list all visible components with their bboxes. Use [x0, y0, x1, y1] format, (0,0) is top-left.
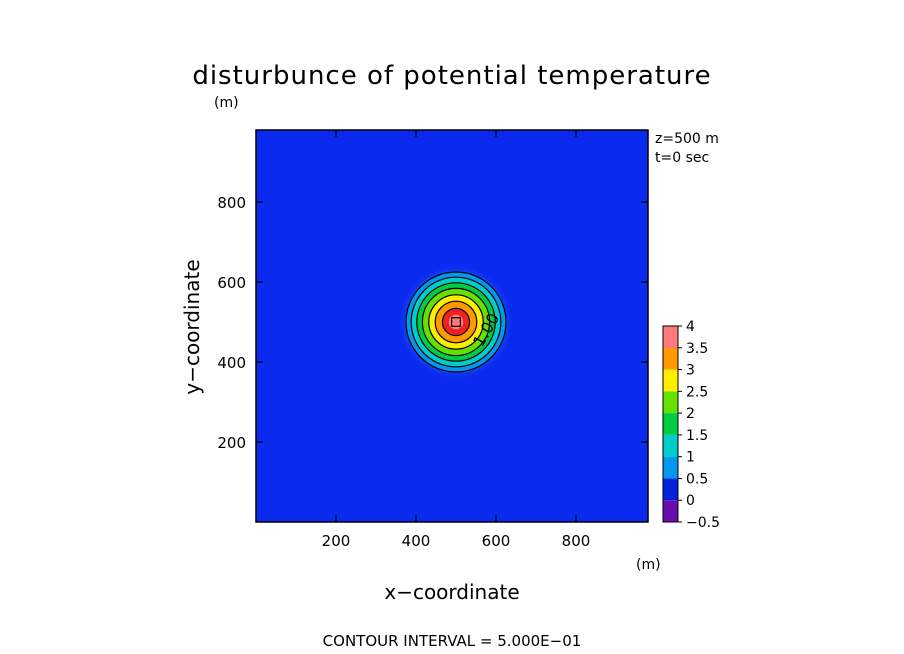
axis-ticks [256, 130, 648, 522]
colorbar-frame [662, 325, 679, 523]
colorbar-swatch [663, 391, 678, 414]
y-tick-label: 400 [217, 354, 246, 372]
x-tick-label: 800 [562, 532, 591, 550]
colorbar-label: 3.5 [686, 341, 708, 357]
contour-3.5 [441, 307, 471, 337]
colorbar-label: 0 [686, 493, 695, 509]
colorbar-swatch [663, 413, 678, 435]
y-tick-label: 600 [217, 274, 246, 292]
annotation-time: t=0 sec [655, 150, 709, 166]
colorbar-swatch [663, 456, 678, 479]
colorbar-swatch-top [663, 326, 678, 348]
contour-2 [421, 287, 491, 357]
band-4 [448, 314, 464, 330]
colorbar-label: 3 [686, 363, 695, 379]
x-tick-labels: 200 400 600 800 [322, 532, 591, 550]
colorbar-labels: 4 3.5 3 2.5 2 1.5 1 0.5 0 −0.5 [686, 319, 720, 531]
y-tick-labels: 200 400 600 800 [217, 194, 246, 452]
colorbar [662, 325, 682, 523]
colorbar-label: 1.5 [686, 428, 708, 444]
y-tick-label: 800 [217, 194, 246, 212]
plot-area: 1.00 [255, 129, 649, 523]
contour-interval-footer: CONTOUR INTERVAL = 5.000E−01 [323, 632, 582, 650]
colorbar-swatch [663, 434, 678, 457]
x-tick-label: 200 [322, 532, 351, 550]
plot-frame [255, 129, 649, 523]
colorbar-swatch [663, 500, 678, 522]
colorbar-label: 1 [686, 450, 695, 466]
contour-2.5 [428, 294, 484, 350]
contour-1.5 [416, 282, 496, 362]
colorbar-swatch [663, 347, 678, 370]
y-axis-title: y−coordinate [180, 259, 204, 394]
colorbar-label: 0.5 [686, 471, 708, 487]
x-tick-label: 400 [402, 532, 431, 550]
y-tick-label: 200 [217, 434, 246, 452]
contour-3 [434, 300, 478, 344]
annotation-height: z=500 m [655, 131, 719, 147]
contour-0.5 [405, 271, 507, 373]
colour-bands [406, 272, 506, 372]
colorbar-label: 4 [686, 319, 695, 335]
x-tick-label: 600 [482, 532, 511, 550]
chart-title: disturbunce of potential temperature [192, 61, 711, 91]
x-axis-title: x−coordinate [384, 580, 519, 604]
colorbar-label: −0.5 [686, 515, 720, 531]
contour-lines [405, 271, 507, 373]
colorbar-swatch [663, 369, 678, 392]
colorbar-label: 2.5 [686, 384, 708, 400]
colorbar-label: 2 [686, 406, 695, 422]
x-unit-label: (m) [636, 557, 661, 573]
contour-4 [451, 317, 461, 327]
contour-1 [410, 276, 502, 368]
y-unit-label: (m) [214, 95, 239, 111]
colorbar-swatch [663, 478, 678, 501]
